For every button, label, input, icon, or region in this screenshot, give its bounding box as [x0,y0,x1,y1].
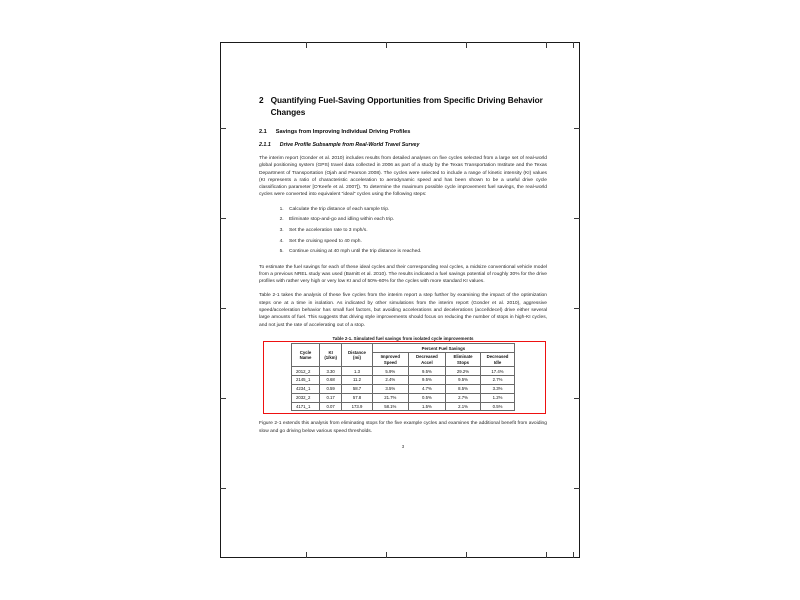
cell-decreased-accel: 0.5% [407,392,447,403]
ruler-tick-right [574,308,580,309]
cell-ki: 0.17 [319,392,343,403]
cell-decreased-idle: 2.7% [480,375,515,385]
ruler-tick-right [574,398,580,399]
cell-decreased-idle: 3.3% [480,383,515,394]
document-body: 2 Quantifying Fuel-Saving Opportunities … [259,95,547,449]
fuel-savings-table: Cycle Name KI (1/km) Distance (mi) Perce… [290,343,516,412]
ruler-tick-bottom [546,552,547,558]
subheading-1-number: 2.1 [259,129,267,135]
ruler-tick-right [574,488,580,489]
table-header-group-row: Cycle Name KI (1/km) Distance (mi) Perce… [290,343,516,368]
cell-decreased-accel: 4.7% [407,383,447,394]
section-heading-number: 2 [259,95,264,105]
list-item: Eliminate stop-and-go and idling within … [285,216,547,223]
ruler-tick-right [574,128,580,129]
cell-eliminate-stops: 8.5% [444,383,482,394]
cell-decreased-idle: 0.5% [480,401,515,412]
list-item: Calculate the trip distance of each samp… [285,206,547,213]
cell-improved-speed: 58.1% [371,401,409,412]
cell-decreased-accel: 9.5% [407,375,447,385]
cell-improved-speed: 2.4% [371,375,409,385]
table-header-sub-row: Improved Speed Decreased Accel Eliminate… [292,352,515,368]
ruler-tick-top [306,42,307,48]
cell-ki: 3.30 [319,366,343,377]
table-row: 2145_1 0.68 11.2 2.4% 9.5% 9.5% 2.7% [290,375,515,385]
subheading-1-text: Savings from Improving Individual Drivin… [275,129,411,135]
cell-ki: 0.07 [319,401,343,412]
subheading-2-number: 2.1.1 [259,142,271,148]
ruler-tick-top [546,42,547,48]
ruler-tick-top [573,42,574,48]
paragraph-table-discussion: Table 2-1 takes the analysis of these fi… [259,293,547,328]
col-header-ki: KI (1/km) [319,343,343,368]
cell-decreased-accel: 1.5% [407,401,447,412]
ruler-tick-left [220,398,226,399]
ruler-tick-bottom [573,552,574,558]
list-item: Continue cruising at 40 mph until the tr… [285,248,547,255]
cell-decreased-idle: 17.4% [480,366,515,377]
table-row: 4171_1 0.07 173.9 58.1% 1.5% 2.1% 0.5% [290,401,515,412]
cell-eliminate-stops: 2.1% [444,401,482,412]
cell-cycle-name: 2032_2 [290,392,321,403]
cell-cycle-name: 2145_1 [290,375,321,385]
ruler-tick-top [386,42,387,48]
cell-ki: 0.59 [319,383,343,394]
section-heading-2: 2 Quantifying Fuel-Saving Opportunities … [259,95,547,118]
table-row: 2012_2 3.30 1.3 5.9% 9.5% 29.2% 17.4% [290,366,515,377]
cell-distance: 11.2 [341,375,373,385]
paragraph-figure-reference: Figure 2-1 extends this analysis from el… [259,421,547,434]
ruler-tick-left [220,308,226,309]
col-header-decreased-accel: Decreased Accel [407,352,447,368]
cell-distance: 58.7 [341,383,373,394]
ruler-tick-bottom [306,552,307,558]
ruler-tick-left [220,488,226,489]
cell-cycle-name: 2012_2 [290,366,321,377]
cell-improved-speed: 3.5% [371,383,409,394]
ruler-tick-right [574,218,580,219]
page-number: 3 [401,443,405,449]
ruler-tick-left [220,128,226,129]
table-row: 4234_1 0.59 58.7 3.5% 4.7% 8.5% 3.3% [290,383,515,394]
cell-distance: 1.3 [341,366,373,377]
ruler-tick-top [466,42,467,48]
col-header-improved-speed: Improved Speed [371,352,409,368]
conversion-steps-list: Calculate the trip distance of each samp… [259,206,547,256]
cell-distance: 173.9 [341,401,373,412]
paragraph-intro: The interim report (Gonder et al. 2010) … [259,156,547,198]
cell-eliminate-stops: 29.2% [444,366,482,377]
cell-eliminate-stops: 9.5% [444,375,482,385]
cell-ki: 0.68 [319,375,343,385]
list-item: Set the acceleration rate to 3 mph/s. [285,227,547,234]
ruler-tick-bottom [386,552,387,558]
document-page-sheet: 2 Quantifying Fuel-Saving Opportunities … [220,42,580,558]
col-header-distance: Distance (mi) [341,343,373,368]
table-header: Cycle Name KI (1/km) Distance (mi) Perce… [290,343,516,368]
cell-improved-speed: 21.7% [371,392,409,403]
col-header-decreased-idle: Decreased Idle [480,352,515,368]
table-row: 2032_2 0.17 57.8 21.7% 0.5% 2.7% 1.2% [290,392,515,403]
table-block: Table 2-1. Simulated fuel savings from i… [259,335,547,415]
ruler-tick-bottom [466,552,467,558]
col-header-eliminate-stops: Eliminate Stops [444,352,482,368]
table-body: 2012_2 3.30 1.3 5.9% 9.5% 29.2% 17.4% 21… [290,366,515,412]
section-heading-2-1: 2.1 Savings from Improving Individual Dr… [259,128,547,136]
cell-improved-speed: 5.9% [371,366,409,377]
subheading-2-text: Drive Profile Subsample from Real-World … [279,142,420,148]
paragraph-simulation-results: To estimate the fuel savings for each of… [259,264,547,285]
section-heading-2-1-1: 2.1.1 Drive Profile Subsample from Real-… [259,141,547,149]
cell-distance: 57.8 [341,392,373,403]
cell-cycle-name: 4234_1 [290,383,321,394]
col-header-percent-fuel-savings: Percent Fuel Savings [371,343,516,354]
ruler-tick-left [220,218,226,219]
cell-eliminate-stops: 2.7% [444,392,482,403]
section-heading-text: Quantifying Fuel-Saving Opportunities fr… [270,95,543,117]
list-item: Set the cruising speed to 40 mph. [285,238,547,245]
cell-decreased-idle: 1.2% [480,392,515,403]
cell-cycle-name: 4171_1 [290,401,321,412]
cell-decreased-accel: 9.5% [407,366,447,377]
col-header-cycle-name: Cycle Name [290,343,321,368]
table-caption: Table 2-1. Simulated fuel savings from i… [332,335,474,341]
